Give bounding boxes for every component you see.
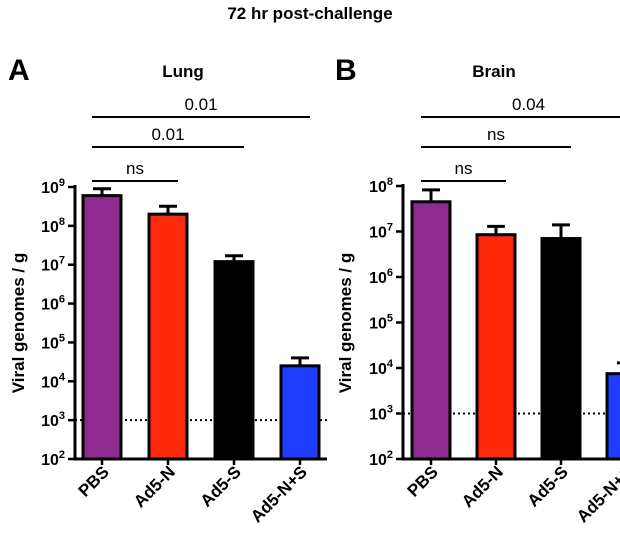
- y-tick-label: 102: [41, 449, 65, 469]
- significance-label: 0.01: [184, 95, 217, 114]
- y-tick-label: 109: [41, 177, 65, 197]
- y-tick-label: 108: [369, 176, 393, 196]
- significance-label: ns: [126, 159, 144, 178]
- y-tick-label: 108: [41, 216, 65, 236]
- x-tick-label: Ad5-S: [524, 462, 572, 510]
- y-axis-label: Viral genomes / g: [9, 253, 28, 393]
- bar-Ad5-N+S: [279, 364, 321, 461]
- x-tick-label: Ad5-S: [197, 462, 245, 510]
- y-tick-label: 106: [369, 267, 393, 287]
- y-tick-label: 105: [41, 332, 65, 352]
- bar-PBS: [81, 194, 123, 461]
- y-tick-label: 106: [41, 294, 65, 314]
- bar-Ad5-S: [213, 260, 255, 461]
- bar-PBS: [410, 200, 452, 461]
- panel-label: B: [335, 54, 357, 87]
- y-tick-label: 103: [41, 410, 65, 430]
- y-tick-label: 103: [369, 404, 393, 424]
- y-tick-label: 104: [369, 358, 394, 378]
- figure-title: 72 hr post-challenge: [227, 4, 393, 23]
- x-tick-label: Ad5-N: [458, 462, 507, 511]
- bar-Ad5-N: [147, 212, 189, 461]
- y-tick-label: 107: [41, 255, 65, 275]
- significance-label: ns: [487, 125, 505, 144]
- y-axis-label: Viral genomes / g: [336, 253, 355, 393]
- bar-Ad5-S: [540, 237, 582, 461]
- y-tick-label: 104: [41, 371, 66, 391]
- x-tick-label: PBS: [75, 462, 113, 500]
- y-tick-label: 105: [369, 313, 393, 333]
- y-tick-label: 107: [369, 222, 393, 242]
- x-tick-label: PBS: [404, 462, 442, 500]
- bar-Ad5-N: [475, 233, 517, 461]
- y-tick-label: 102: [369, 449, 393, 469]
- x-tick-label: Ad5-N+S: [573, 462, 620, 526]
- significance-label: 0.04: [512, 95, 545, 114]
- significance-label: ns: [455, 159, 473, 178]
- panel-title: Lung: [162, 62, 204, 81]
- x-tick-label: Ad5-N+S: [247, 462, 311, 526]
- panel-title: Brain: [472, 62, 515, 81]
- bar-Ad5-N+S: [605, 372, 620, 461]
- panel-label: A: [8, 54, 30, 87]
- significance-label: 0.01: [151, 125, 184, 144]
- x-tick-label: Ad5-N: [130, 462, 179, 511]
